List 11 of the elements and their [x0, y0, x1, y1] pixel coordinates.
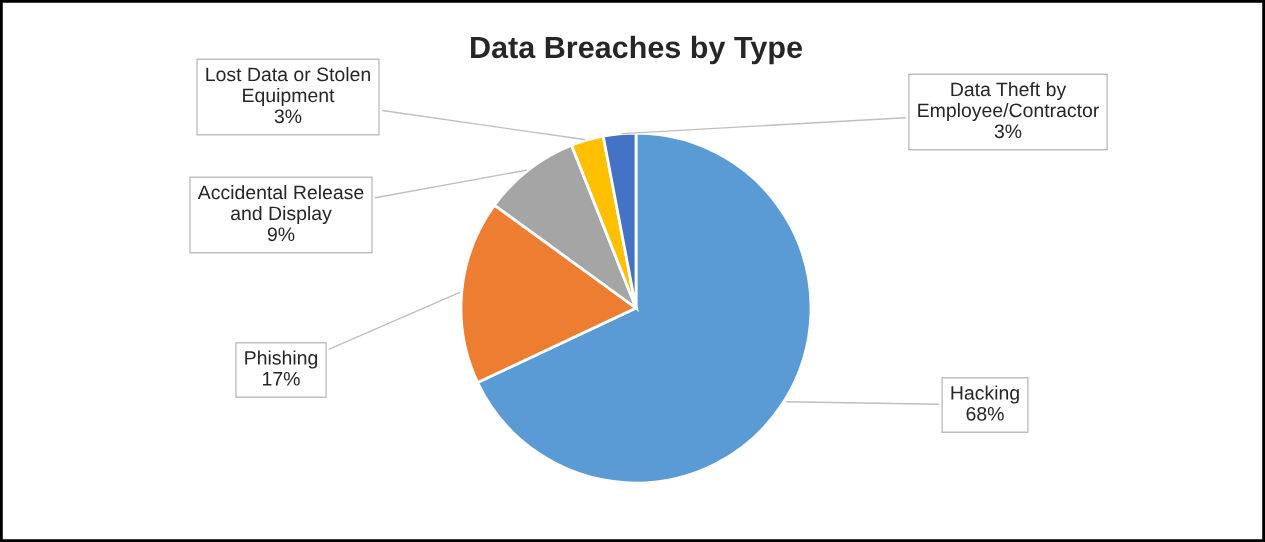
data-label: 3% — [274, 109, 302, 124]
data-label: 68% — [966, 406, 1004, 421]
data-label: 17% — [263, 372, 300, 386]
slice-label: Lost Data or Stolen Equipment — [206, 66, 370, 107]
data-label: 3% — [994, 124, 1022, 139]
slice-label: Phishing — [245, 350, 318, 369]
data-label: 9% — [267, 227, 295, 242]
slice-label: Accidental Release and Display — [197, 184, 364, 225]
slice-label: Data Theft by Employee/Contractor — [918, 81, 1099, 122]
slice-label: Hacking — [951, 385, 1019, 404]
chart-title: Data Breaches by Type — [471, 35, 802, 65]
